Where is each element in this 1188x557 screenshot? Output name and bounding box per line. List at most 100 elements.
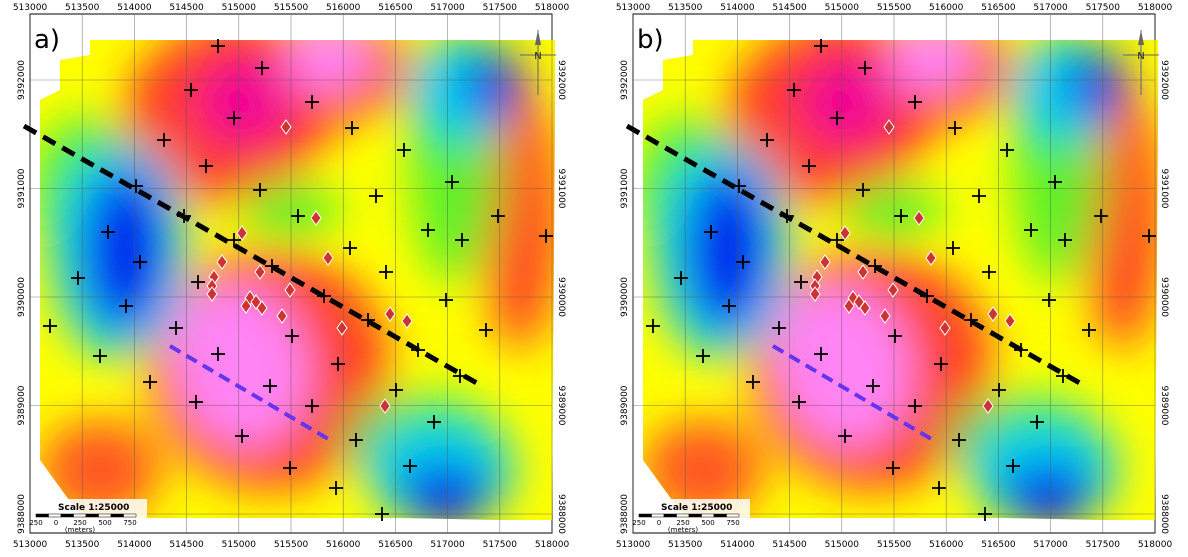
sample-diamond-icon	[857, 264, 869, 280]
station-cross-icon	[379, 265, 393, 279]
scale-tick-label: 0	[657, 519, 661, 527]
station-cross-icon	[934, 357, 948, 371]
scale-text: Scale 1:25000	[661, 503, 732, 513]
y-tick-label-right: 9390000	[1159, 277, 1169, 317]
y-tick-label-left: 9388000	[620, 494, 630, 534]
x-tick-label-bottom: 517000	[1033, 540, 1068, 550]
station-cross-icon	[455, 233, 469, 247]
scale-tick-label: 500	[701, 519, 714, 527]
station-cross-icon	[445, 175, 459, 189]
station-cross-icon	[856, 183, 870, 197]
station-cross-icon	[908, 95, 922, 109]
station-cross-icon	[888, 329, 902, 343]
scale-tick-label: 250	[73, 519, 86, 527]
anomaly-blob	[40, 420, 160, 520]
sample-diamond-icon	[322, 250, 334, 266]
station-cross-icon	[1000, 143, 1014, 157]
x-tick-label-top: 514500	[772, 3, 807, 13]
sample-diamond-icon	[276, 308, 288, 324]
station-cross-icon	[227, 111, 241, 125]
scale-tick-label: 0	[54, 519, 58, 527]
sample-diamond-icon	[839, 225, 851, 241]
sample-diamond-icon	[982, 398, 994, 414]
station-cross-icon	[305, 95, 319, 109]
station-cross-icon	[369, 189, 383, 203]
station-cross-icon	[389, 383, 403, 397]
sample-diamond-icon	[336, 320, 348, 336]
x-tick-label-top: 514500	[169, 3, 204, 13]
station-cross-icon	[421, 223, 435, 237]
station-cross-icon	[830, 233, 844, 247]
x-tick-label-bottom: 518000	[1138, 540, 1173, 550]
station-cross-icon	[1006, 459, 1020, 473]
x-tick-label-top: 516000	[326, 3, 361, 13]
station-cross-icon	[235, 429, 249, 443]
x-tick-label-bottom: 517500	[483, 540, 518, 550]
y-tick-label-left: 9388000	[17, 494, 27, 534]
x-tick-label-bottom: 518000	[535, 540, 570, 550]
station-cross-icon	[253, 183, 267, 197]
x-tick-label-top: 517000	[430, 3, 465, 13]
sample-diamond-icon	[310, 210, 322, 226]
station-cross-icon	[317, 289, 331, 303]
station-cross-icon	[772, 321, 786, 335]
scale-tick-label: 750	[123, 519, 136, 527]
coordinate-grid	[29, 14, 553, 533]
map-panel-a: 513000 513000 513500 513500 514000 514000 5145…	[0, 0, 585, 557]
station-cross-icon	[982, 265, 996, 279]
anomaly-blob	[688, 170, 768, 330]
x-tick-label-top: 513000	[616, 3, 651, 13]
station-cross-icon	[184, 83, 198, 97]
x-tick-label-bottom: 513000	[13, 540, 48, 550]
scale-bar: Scale 1:25000 250 0 250 500 750 (meters)	[632, 499, 750, 534]
x-tick-label-top: 514000	[117, 3, 152, 13]
x-tick-label-bottom: 516000	[929, 540, 964, 550]
x-tick-label-top: 517500	[483, 3, 518, 13]
station-cross-icon	[93, 349, 107, 363]
station-cross-icon	[952, 433, 966, 447]
station-cross-icon	[291, 209, 305, 223]
station-cross-icon	[329, 481, 343, 495]
station-cross-icon	[792, 395, 806, 409]
x-tick-label-top: 516500	[981, 3, 1016, 13]
scale-tick-label: 500	[98, 519, 111, 527]
station-cross-icon	[780, 209, 794, 223]
scale-units: (meters)	[668, 526, 698, 534]
station-cross-icon	[866, 379, 880, 393]
sample-diamond-icon	[256, 300, 268, 316]
station-cross-icon	[375, 507, 389, 521]
station-cross-icon	[746, 375, 760, 389]
station-cross-icon	[453, 369, 467, 383]
north-letter: N	[534, 51, 541, 62]
sample-diamond-icon	[913, 210, 925, 226]
scale-tick-label: 250	[676, 519, 689, 527]
sample-diamond-icon	[1004, 313, 1016, 329]
station-cross-icon	[345, 121, 359, 135]
station-cross-icon	[992, 383, 1006, 397]
x-tick-label-bottom: 513500	[65, 540, 100, 550]
station-cross-icon	[802, 159, 816, 173]
scale-tick-label: 250	[632, 519, 645, 527]
station-cross-icon	[787, 83, 801, 97]
x-tick-label-top: 516000	[929, 3, 964, 13]
sample-diamond-icon	[887, 282, 899, 298]
dike-line	[771, 344, 935, 442]
x-tick-label-top: 513000	[13, 3, 48, 13]
station-cross-icon	[886, 461, 900, 475]
station-cross-icon	[1042, 293, 1056, 307]
scale-text: Scale 1:25000	[58, 503, 129, 513]
station-cross-icon	[920, 289, 934, 303]
station-cross-icon	[255, 61, 269, 75]
station-cross-icon	[1014, 343, 1028, 357]
station-cross-icon	[157, 133, 171, 147]
sample-diamond-icon	[879, 308, 891, 324]
anomaly-blob	[643, 420, 763, 520]
station-cross-icon	[539, 229, 553, 243]
y-tick-label-right: 9391000	[1159, 168, 1169, 208]
x-tick-label-top: 515500	[274, 3, 309, 13]
x-tick-label-bottom: 513000	[616, 540, 651, 550]
north-arrow-icon: N	[1123, 30, 1159, 95]
station-cross-icon	[1056, 369, 1070, 383]
station-cross-icon	[1082, 323, 1096, 337]
x-tick-label-top: 513500	[65, 3, 100, 13]
